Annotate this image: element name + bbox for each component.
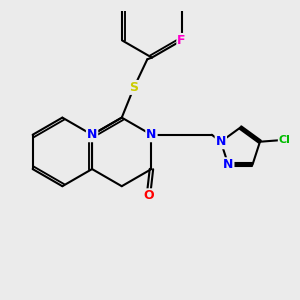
Text: N: N bbox=[223, 158, 233, 171]
Text: N: N bbox=[216, 135, 226, 148]
Text: Cl: Cl bbox=[279, 135, 291, 145]
Text: O: O bbox=[143, 189, 154, 202]
Text: N: N bbox=[146, 128, 157, 141]
Text: F: F bbox=[177, 34, 186, 47]
Text: S: S bbox=[130, 81, 139, 94]
Text: N: N bbox=[87, 128, 97, 141]
